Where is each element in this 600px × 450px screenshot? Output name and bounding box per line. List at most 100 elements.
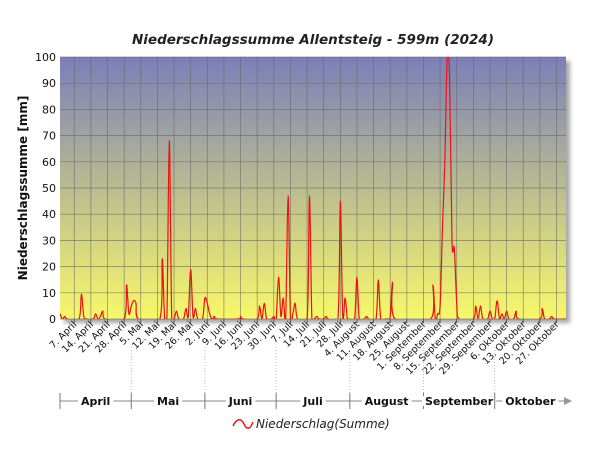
month-label: April: [81, 395, 110, 408]
data-point: [209, 313, 210, 314]
data-point: [193, 316, 194, 317]
data-point: [290, 316, 291, 317]
data-point: [100, 316, 101, 317]
data-point: [490, 311, 491, 312]
data-point: [392, 282, 393, 283]
data-point: [81, 294, 82, 295]
data-point: [516, 311, 517, 312]
data-point: [278, 277, 279, 278]
month-label-bg: [421, 396, 497, 406]
data-point: [214, 316, 215, 317]
series-line: [60, 57, 566, 319]
month-label-bg: [361, 396, 412, 406]
month-label-bg: [77, 396, 114, 406]
data-point: [102, 311, 103, 312]
data-point: [126, 284, 127, 285]
axis-arrow-icon: [564, 397, 572, 405]
series-layer: [60, 57, 566, 319]
data-point: [240, 316, 241, 317]
data-point: [292, 313, 293, 314]
data-point: [340, 201, 341, 202]
month-axis: April Mai Juni Juli August September Oktober: [59, 347, 572, 409]
y-tick-label: 50: [42, 182, 56, 195]
data-point: [83, 316, 84, 317]
data-point: [169, 140, 170, 141]
data-point: [475, 305, 476, 306]
data-point: [162, 258, 163, 259]
y-tick-label: 0: [49, 313, 56, 326]
data-point: [444, 161, 445, 162]
legend-label: Niederschlag(Summe): [256, 417, 390, 431]
data-point: [440, 305, 441, 306]
data-point: [316, 316, 317, 317]
data-point: [128, 313, 129, 314]
data-point: [326, 316, 327, 317]
data-point: [283, 298, 284, 299]
data-point: [311, 316, 312, 317]
data-point: [264, 303, 265, 304]
data-point: [207, 303, 208, 304]
data-point: [456, 303, 457, 304]
data-point: [171, 316, 172, 317]
data-point: [64, 316, 65, 317]
data-point: [390, 316, 391, 317]
data-point: [309, 195, 310, 196]
data-point: [442, 227, 443, 228]
y-tick-label: 70: [42, 130, 56, 143]
month-label: August: [365, 395, 409, 408]
data-point: [195, 308, 196, 309]
data-point: [437, 313, 438, 314]
legend-line-icon: [232, 419, 254, 429]
month-label: Juni: [228, 395, 253, 408]
month-label-bg: [300, 396, 326, 406]
y-tick-label: 60: [42, 156, 56, 169]
data-point: [480, 305, 481, 306]
y-tick-label: 80: [42, 103, 56, 116]
month-label-bg: [225, 396, 256, 406]
month-label: Oktober: [505, 395, 556, 408]
y-tick-label: 10: [42, 287, 56, 300]
data-point: [280, 316, 281, 317]
data-point: [273, 316, 274, 317]
data-point: [185, 308, 186, 309]
data-point: [433, 284, 434, 285]
data-point: [133, 300, 134, 301]
data-point: [164, 316, 165, 317]
month-label: September: [425, 395, 494, 408]
grid-lines: [60, 56, 566, 320]
data-point: [506, 311, 507, 312]
data-point: [551, 316, 552, 317]
y-axis-ticks: 0 10 20 30 40 50 60 70 80 90 100: [35, 51, 56, 326]
month-label-bg: [502, 396, 559, 406]
data-point: [345, 298, 346, 299]
data-point: [295, 303, 296, 304]
data-point: [136, 303, 137, 304]
y-tick-label: 100: [35, 51, 56, 64]
y-tick-label: 20: [42, 261, 56, 274]
data-point: [542, 308, 543, 309]
data-point: [501, 313, 502, 314]
data-point: [342, 316, 343, 317]
y-tick-label: 90: [42, 77, 56, 90]
data-point: [204, 298, 205, 299]
data-point: [366, 316, 367, 317]
data-point: [60, 313, 61, 314]
data-point: [356, 277, 357, 278]
y-axis-label: Niederschlagssumme [mm]: [16, 96, 30, 281]
data-point: [378, 279, 379, 280]
data-point: [497, 300, 498, 301]
data-point: [95, 313, 96, 314]
chart-title: Niederschlagssumme Allentsteig - 599m (2…: [132, 32, 494, 48]
data-point: [449, 78, 450, 79]
data-point: [454, 248, 455, 249]
data-point: [452, 240, 453, 241]
month-label: Mai: [157, 395, 179, 408]
data-point: [259, 305, 260, 306]
legend: Niederschlag(Summe): [232, 417, 390, 431]
data-point: [176, 311, 177, 312]
data-point: [188, 316, 189, 317]
y-tick-label: 40: [42, 208, 56, 221]
data-point: [288, 195, 289, 196]
